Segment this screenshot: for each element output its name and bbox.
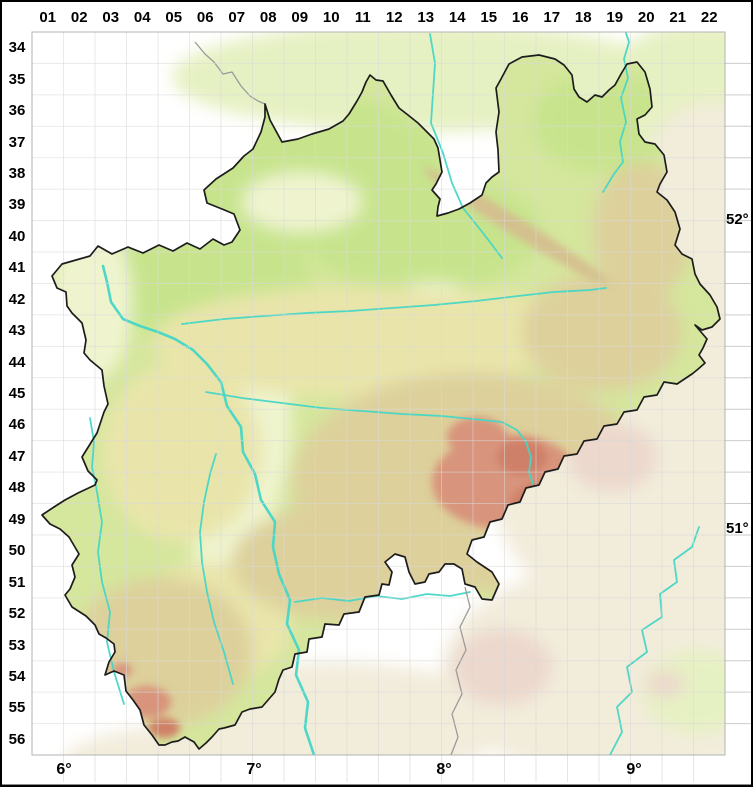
column-label: 05 bbox=[165, 9, 183, 26]
row-label: 52 bbox=[8, 605, 26, 623]
row-header-strip: 34 35 36 37 38 39 40 41 42 43 44 45 46 47 48 49 50 51 52 53… bbox=[2, 32, 32, 755]
column-label: 02 bbox=[70, 9, 88, 26]
row-label: 55 bbox=[8, 699, 26, 717]
column-label: 15 bbox=[480, 9, 498, 26]
border-rlp-hessen bbox=[450, 586, 471, 756]
row-label: 43 bbox=[8, 322, 26, 340]
longitude-label-7: 7° bbox=[246, 761, 262, 778]
row-label: 44 bbox=[8, 353, 26, 371]
row-label: 35 bbox=[8, 70, 26, 88]
column-label: 08 bbox=[259, 9, 277, 26]
river-rur bbox=[89, 417, 125, 705]
column-label: 10 bbox=[322, 9, 340, 26]
latitude-label-51: 51° bbox=[726, 520, 749, 537]
row-label: 36 bbox=[8, 102, 26, 120]
row-label: 49 bbox=[8, 510, 26, 528]
nrw-boundary bbox=[41, 54, 721, 750]
column-label: 11 bbox=[354, 9, 371, 26]
column-label: 19 bbox=[606, 9, 624, 26]
column-label: 09 bbox=[291, 9, 309, 26]
column-label: 22 bbox=[700, 9, 718, 26]
row-label: 41 bbox=[8, 259, 26, 277]
column-label: 12 bbox=[385, 9, 403, 26]
border-netherlands-north bbox=[194, 41, 266, 105]
column-label: 03 bbox=[102, 9, 120, 26]
column-label: 14 bbox=[448, 9, 466, 26]
column-label: 06 bbox=[196, 9, 214, 26]
longitude-label-9: 9° bbox=[626, 761, 642, 778]
row-label: 53 bbox=[8, 636, 26, 654]
row-label: 46 bbox=[8, 416, 26, 434]
river-weser bbox=[602, 32, 630, 193]
row-label: 37 bbox=[8, 133, 26, 151]
row-label: 40 bbox=[8, 227, 26, 245]
row-label: 42 bbox=[8, 290, 26, 308]
row-label: 38 bbox=[8, 164, 26, 182]
column-label: 04 bbox=[133, 9, 151, 26]
bottom-edge-bar bbox=[2, 784, 751, 785]
column-header-strip: 01 02 03 04 05 06 07 08 09 10 11 12 13 14 15 16 17 18 19 20… bbox=[32, 2, 725, 32]
river-rhine bbox=[101, 264, 316, 757]
column-label: 18 bbox=[574, 9, 592, 26]
column-label: 20 bbox=[637, 9, 655, 26]
row-label: 54 bbox=[8, 667, 26, 685]
river-ruhr bbox=[205, 391, 534, 485]
row-label: 34 bbox=[8, 39, 26, 57]
map-frame bbox=[31, 31, 726, 756]
column-label: 07 bbox=[228, 9, 246, 26]
margin-tick-lines bbox=[63, 62, 751, 782]
column-label: 01 bbox=[39, 9, 57, 26]
column-label: 17 bbox=[543, 9, 561, 26]
river-ems bbox=[429, 33, 503, 259]
river-lippe bbox=[181, 287, 607, 325]
row-label: 39 bbox=[8, 196, 26, 214]
row-label: 51 bbox=[8, 573, 26, 591]
longitude-label-8: 8° bbox=[436, 761, 452, 778]
column-label: 16 bbox=[511, 9, 529, 26]
column-label: 13 bbox=[417, 9, 435, 26]
state-borders bbox=[194, 41, 471, 756]
column-label: 21 bbox=[669, 9, 687, 26]
row-label: 48 bbox=[8, 479, 26, 497]
row-label: 50 bbox=[8, 542, 26, 560]
latitude-label-52: 52° bbox=[726, 211, 749, 228]
river-weser-south bbox=[609, 526, 700, 756]
longitude-label-6: 6° bbox=[56, 761, 72, 778]
row-label: 45 bbox=[8, 385, 26, 403]
row-label: 56 bbox=[8, 730, 26, 748]
row-label: 47 bbox=[8, 447, 26, 465]
